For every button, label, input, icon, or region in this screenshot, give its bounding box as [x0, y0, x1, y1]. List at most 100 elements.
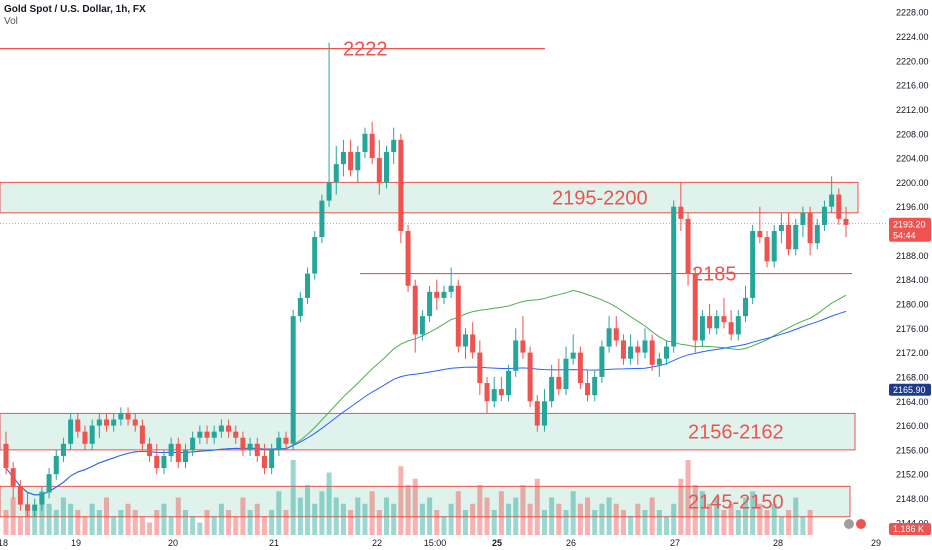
volume-bar — [197, 522, 203, 535]
candle-body — [204, 431, 210, 438]
candle-body — [692, 273, 698, 341]
candle — [836, 188, 842, 225]
candle-body — [620, 340, 626, 359]
chart-title: Gold Spot / U.S. Dollar, 1h, FX — [4, 4, 146, 15]
volume-bar — [563, 510, 569, 535]
volume-bar — [419, 503, 425, 535]
volume-bar — [692, 485, 698, 535]
candle-body — [60, 443, 66, 456]
candle-body — [427, 291, 433, 317]
candle — [139, 419, 145, 450]
candle-body — [376, 158, 382, 183]
zone-label: 2195-2200 — [552, 188, 648, 210]
volume-bar — [261, 516, 267, 535]
y-tick-label: 2184.00 — [896, 275, 929, 285]
candle-body — [434, 291, 440, 298]
volume-bar — [211, 516, 217, 535]
candle — [534, 395, 540, 432]
candle-body — [635, 346, 641, 353]
candle — [699, 310, 705, 347]
candle-body — [714, 316, 720, 329]
candle — [391, 127, 397, 165]
volume-value: 1.186 K — [893, 524, 924, 534]
candle — [340, 139, 346, 177]
candle — [82, 425, 88, 450]
y-tick-label: 2212.00 — [896, 105, 929, 115]
candle — [628, 334, 634, 365]
candle-body — [520, 340, 526, 353]
candle-body — [807, 212, 813, 244]
candle-body — [462, 334, 468, 347]
volume-bar — [470, 503, 476, 535]
y-tick-label: 2220.00 — [896, 56, 929, 66]
x-tick-label: 28 — [773, 538, 783, 548]
candle-body — [254, 443, 260, 456]
candle-body — [247, 443, 253, 450]
candle — [369, 121, 375, 165]
volume-bar — [269, 510, 275, 535]
candle — [549, 364, 555, 408]
candle — [412, 279, 418, 353]
candle-body — [656, 358, 662, 365]
candle-body — [398, 139, 404, 232]
candle — [384, 145, 390, 189]
candle-body — [276, 437, 282, 450]
candle — [829, 176, 835, 213]
lightning-icon — [844, 519, 854, 529]
candle-body — [728, 322, 734, 335]
candle — [125, 407, 131, 426]
candle — [470, 322, 476, 359]
zone-label: 2156-2162 — [688, 422, 784, 444]
x-tick-label: 27 — [670, 538, 680, 548]
volume-label: Vol — [4, 16, 18, 27]
ma-long-value: 2165.90 — [893, 385, 926, 395]
volume-bar — [656, 510, 662, 535]
candle — [800, 206, 806, 238]
volume-bar — [240, 497, 246, 535]
volume-bar — [628, 516, 634, 535]
volume-bar — [82, 516, 88, 535]
candle-body — [10, 468, 16, 487]
candle-body — [412, 285, 418, 335]
candle — [305, 267, 311, 304]
candle-body — [685, 218, 691, 274]
candle — [233, 425, 239, 444]
volume-bar — [477, 485, 483, 535]
candle — [692, 267, 698, 353]
candle-body — [664, 346, 670, 359]
candle — [3, 431, 9, 475]
badge-bg — [889, 523, 931, 535]
candle — [613, 316, 619, 347]
candle-body — [17, 486, 23, 505]
candle — [843, 206, 849, 238]
candle — [520, 316, 526, 359]
volume-bar — [305, 485, 311, 535]
candle-body — [577, 352, 583, 384]
volume-badge: 1.186 K — [889, 523, 931, 535]
candle — [728, 310, 734, 341]
countdown-value: 54:44 — [893, 231, 916, 241]
volume-bar — [714, 497, 720, 535]
candle — [793, 218, 799, 256]
candle-body — [362, 133, 368, 152]
candle — [276, 431, 282, 456]
volume-bar — [441, 516, 447, 535]
candle — [577, 346, 583, 390]
candle-body — [312, 237, 318, 274]
candle — [355, 145, 361, 183]
candle-body — [477, 352, 483, 384]
candle-body — [506, 370, 512, 396]
y-tick-label: 2228.00 — [896, 8, 929, 18]
candle — [462, 328, 468, 359]
volume-bar — [204, 510, 210, 535]
candle — [778, 212, 784, 244]
volume-bar — [534, 478, 540, 535]
candle-body — [89, 425, 95, 444]
candle-body — [391, 139, 397, 152]
ma-long-line — [5, 310, 847, 496]
volume-bar — [771, 503, 777, 535]
candle-body — [269, 449, 275, 469]
candle-body — [233, 431, 239, 438]
candle — [491, 376, 497, 408]
